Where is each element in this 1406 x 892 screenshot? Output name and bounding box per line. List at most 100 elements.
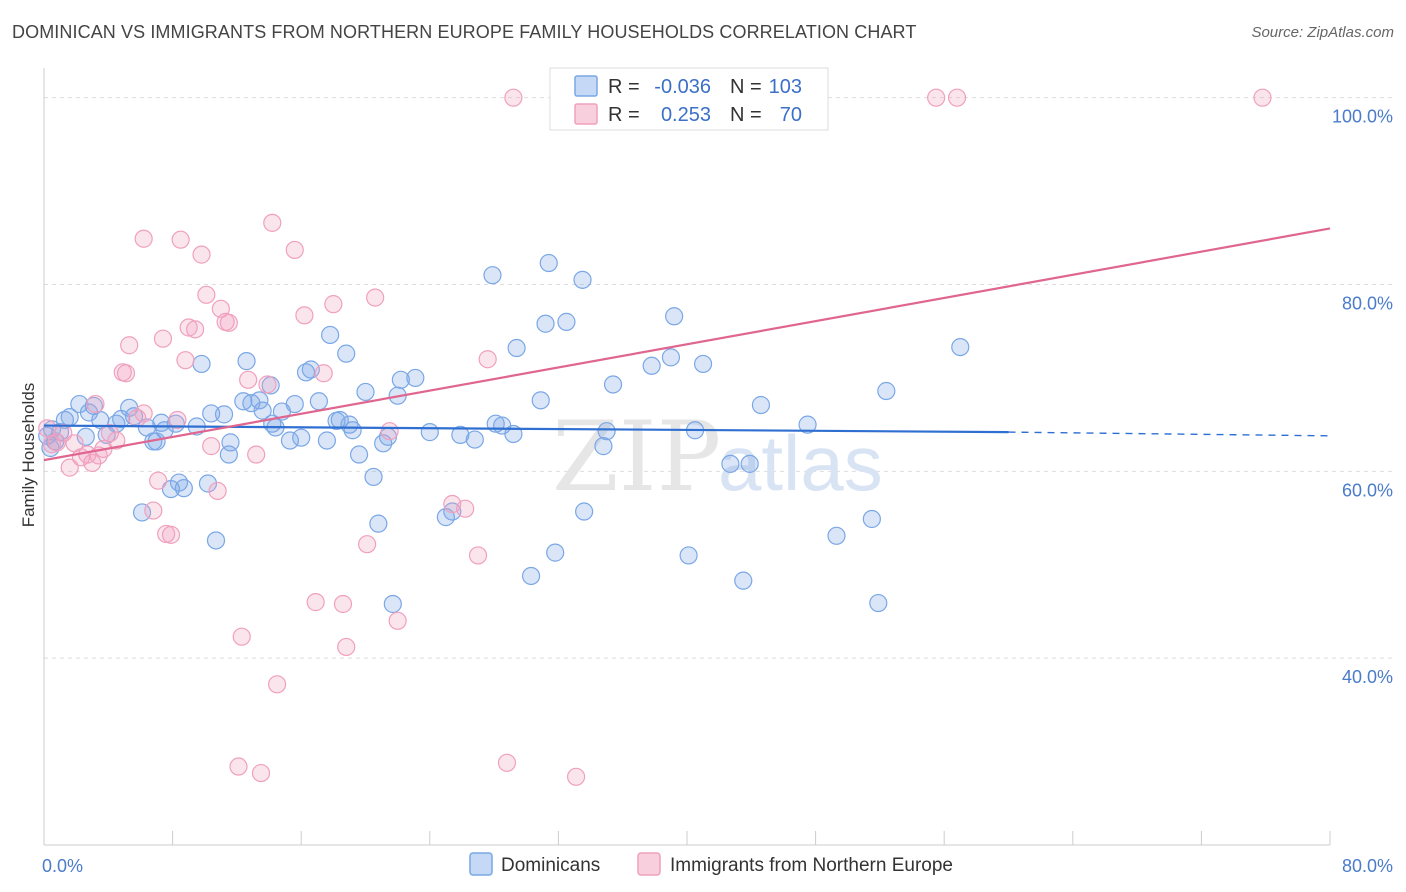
dominican-point-95 [734,571,753,590]
dominican-point-98 [798,415,817,434]
legend-dominicans-swatch [469,852,493,876]
northern-europe-point-47 [306,593,325,612]
legend-r-value-1: -0.036 [654,76,711,98]
y-tick-label-2: 60.0% [1342,480,1393,500]
watermark-atlas: atlas [718,419,883,507]
northern-europe-point-18 [134,229,153,248]
dominican-point-66 [406,368,425,388]
dominican-point-38 [250,391,269,410]
dominican-point-34 [219,445,238,464]
northern-europe-point-44 [267,675,287,694]
northern-europe-point-53 [366,288,385,307]
dominican-point-72 [483,266,502,285]
watermark: ZIP atlas [552,401,883,513]
y-tick-label-1: 80.0% [1342,294,1393,314]
northern-europe-point-8 [83,453,102,473]
legend-r-label-2: R = [608,104,640,126]
northern-europe-point-31 [197,285,216,304]
dominican-point-46 [292,428,311,447]
x-tick-label-1: 80.0% [1342,856,1393,876]
northern-europe-point-60 [497,753,517,772]
northern-europe-point-52 [358,535,377,554]
dominican-point-101 [869,593,888,613]
dominican-point-39 [253,401,272,420]
y-tick-labels: 100.0% 80.0% 60.0% 40.0% [1332,107,1393,687]
dominican-point-8 [76,427,95,446]
northern-europe-point-65 [1253,88,1272,107]
northern-europe-point-54 [380,422,399,441]
dominican-point-51 [321,325,340,345]
dominican-point-28 [192,354,211,374]
dominican-point-54 [337,344,356,363]
northern-europe-point-43 [263,213,282,232]
axes [43,68,1331,846]
dominican-point-87 [603,375,623,394]
dominican-point-25 [169,473,189,492]
northern-europe-trend-line [43,227,1331,462]
legend-n-value-2: 70 [780,104,802,126]
series-legend: Dominicans Immigrants from Northern Euro… [469,852,953,876]
x-tick-label-0: 0.0% [42,856,83,876]
northern-europe-point-13 [107,431,126,450]
source-credit: Source: ZipAtlas.com [1251,24,1394,41]
stats-legend: R = -0.036 N = 103 R = 0.253 N = 70 [549,67,829,131]
northern-europe-point-39 [239,370,258,389]
legend-swatch-pink [574,103,598,125]
dominican-point-59 [364,467,383,487]
northern-europe-point-32 [202,437,221,456]
dominican-point-94 [721,454,740,473]
northern-europe-point-57 [456,499,475,518]
dominican-point-77 [521,566,541,586]
northern-europe-point-27 [176,351,195,370]
watermark-zip: ZIP [552,401,721,513]
trend-lines [43,227,1331,462]
northern-europe-point-19 [134,404,153,423]
northern-europe-point-61 [504,88,523,107]
northern-europe-point-46 [295,306,314,325]
dominican-point-47 [296,363,316,382]
northern-europe-point-16 [120,336,139,355]
northern-europe-point-12 [100,423,120,443]
northern-europe-point-64 [947,88,967,107]
northern-europe-point-62 [566,767,586,786]
northern-europe-point-2 [47,433,66,452]
dominican-point-99 [827,526,846,545]
dominican-point-45 [285,394,304,414]
dominican-point-30 [202,404,221,423]
dominican-point-91 [679,546,698,565]
northern-europe-point-42 [258,375,277,394]
northern-europe-point-15 [116,364,136,383]
dominican-point-67 [420,423,439,442]
northern-europe-point-58 [468,546,488,565]
northern-europe-point-24 [161,525,181,544]
northern-europe-point-51 [337,637,356,657]
y-tick-label-3: 40.0% [1342,667,1393,687]
dominican-point-76 [507,338,526,358]
northern-europe-point-30 [192,245,211,264]
dominican-point-96 [740,454,759,473]
dominican-point-17 [132,503,152,522]
legend-n-label-2: N = [730,104,762,126]
legend-r-value-2: 0.253 [661,104,711,126]
dominican-point-89 [661,348,681,367]
dominican-point-84 [575,502,594,521]
legend-n-label-1: N = [730,76,762,98]
dominican-point-55 [340,415,359,434]
dominican-point-32 [214,405,234,424]
northern-europe-point-55 [388,611,407,630]
dominican-point-103 [951,338,970,357]
dominican-point-26 [174,479,193,498]
x-tick-labels: 0.0% 80.0% [42,856,1393,876]
dominican-point-81 [546,543,565,562]
northern-europe-point-28 [179,318,198,337]
dominican-point-44 [280,431,300,450]
northern-europe-point-4 [60,458,79,477]
northern-europe-point-38 [229,757,248,776]
dominican-point-88 [642,356,661,375]
northern-europe-point-49 [324,295,343,314]
legend-n-value-1: 103 [769,76,802,98]
northern-europe-point-21 [149,471,168,490]
legend-northern-europe-swatch [637,852,661,876]
dominican-point-82 [557,312,576,331]
